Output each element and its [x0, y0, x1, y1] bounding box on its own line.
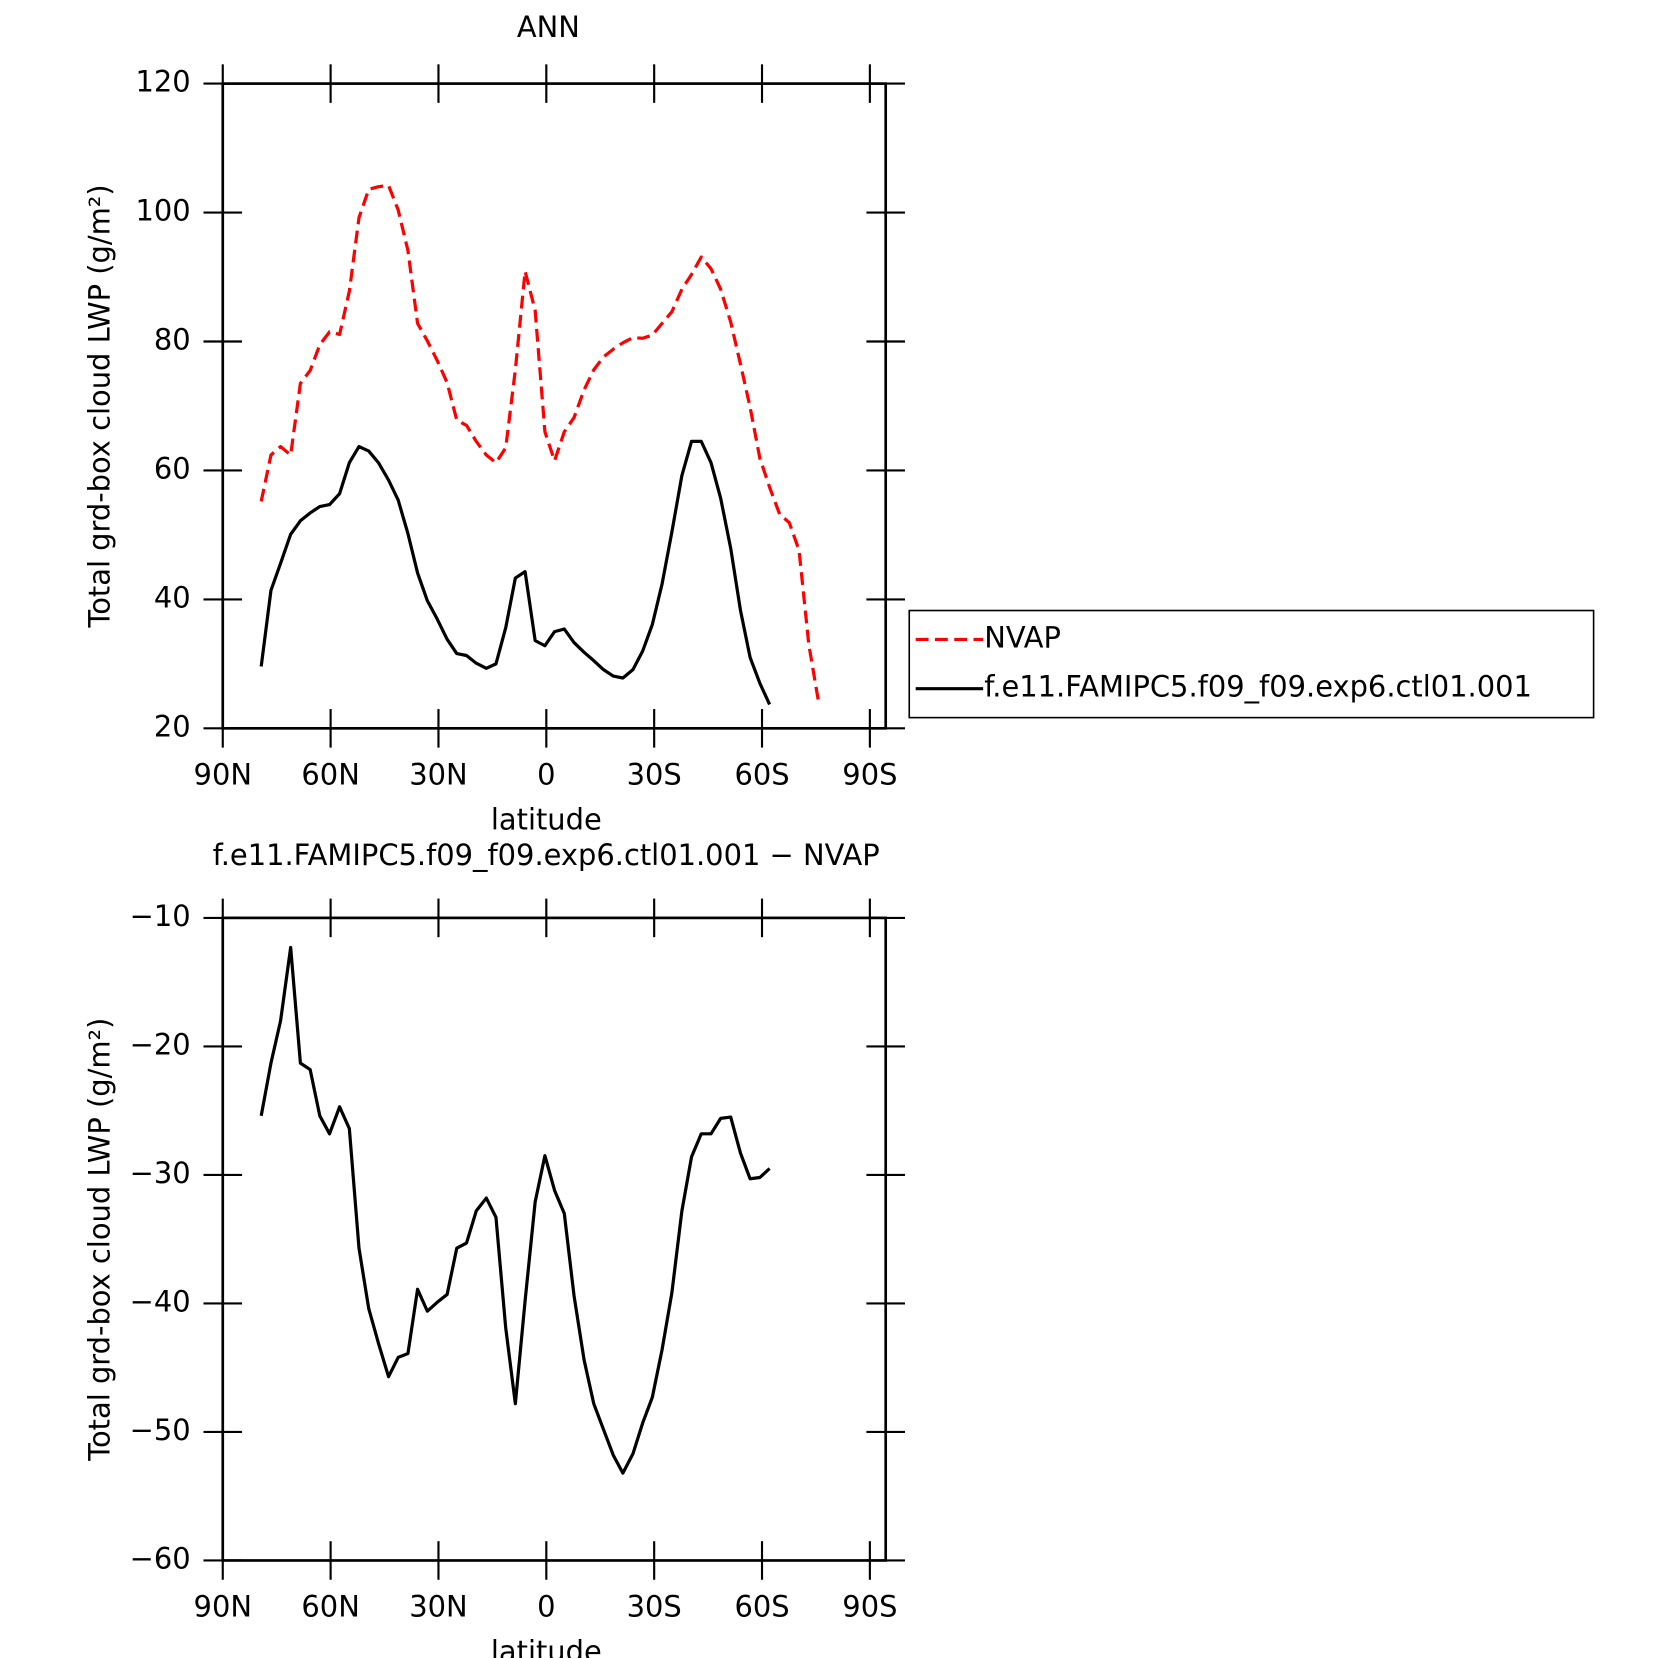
x-tick-label: 60S — [734, 758, 789, 792]
x-tick-label: 30S — [627, 758, 682, 792]
x-axis-label: latitude — [491, 803, 602, 837]
plot-frame — [221, 82, 888, 730]
x-tick-label: 30N — [409, 758, 467, 792]
y-tick-label: −30 — [130, 1156, 191, 1190]
data-line — [259, 439, 772, 706]
x-tick-label: 90N — [194, 758, 252, 792]
chart-title: ANN — [517, 10, 580, 44]
x-tick-label: 90N — [194, 1590, 252, 1624]
legend: NVAP f.e11.FAMIPC5.f09_f09.exp6.ctl01.001 — [908, 609, 1595, 719]
x-tick-label: 30N — [409, 1590, 467, 1624]
x-axis-label: latitude — [491, 1635, 602, 1658]
y-axis-label: Total grd-box cloud LWP (g/m²) — [83, 1018, 117, 1462]
y-tick-label: 20 — [154, 709, 191, 743]
y-axis-label: Total grd-box cloud LWP (g/m²) — [83, 184, 117, 628]
y-tick-label: −20 — [130, 1027, 191, 1061]
legend-box — [908, 609, 1595, 719]
y-tick-label: 100 — [135, 194, 190, 228]
y-tick-label: −40 — [130, 1284, 191, 1318]
y-tick-label: −50 — [130, 1413, 191, 1447]
y-tick-label: 60 — [154, 451, 191, 485]
x-tick-label: 0 — [537, 758, 555, 792]
chart-title: f.e11.FAMIPC5.f09_f09.exp6.ctl01.001 − N… — [213, 838, 880, 872]
y-tick-label: −60 — [130, 1541, 191, 1575]
x-tick-label: 90S — [842, 758, 897, 792]
legend-label: NVAP — [984, 620, 1061, 654]
y-tick-label: −10 — [130, 899, 191, 933]
x-tick-label: 60N — [301, 1590, 359, 1624]
x-tick-label: 0 — [537, 1590, 555, 1624]
data-line — [259, 945, 771, 1475]
y-tick-label: 80 — [154, 322, 191, 356]
legend-label: f.e11.FAMIPC5.f09_f09.exp6.ctl01.001 — [984, 670, 1532, 704]
y-tick-label: 120 — [135, 65, 190, 99]
x-tick-label: 60N — [301, 758, 359, 792]
y-tick-label: 40 — [154, 580, 191, 614]
x-tick-label: 30S — [627, 1590, 682, 1624]
plot-frame — [221, 916, 888, 1562]
x-tick-label: 90S — [842, 1590, 897, 1624]
data-line — [259, 183, 821, 702]
x-tick-label: 60S — [734, 1590, 789, 1624]
